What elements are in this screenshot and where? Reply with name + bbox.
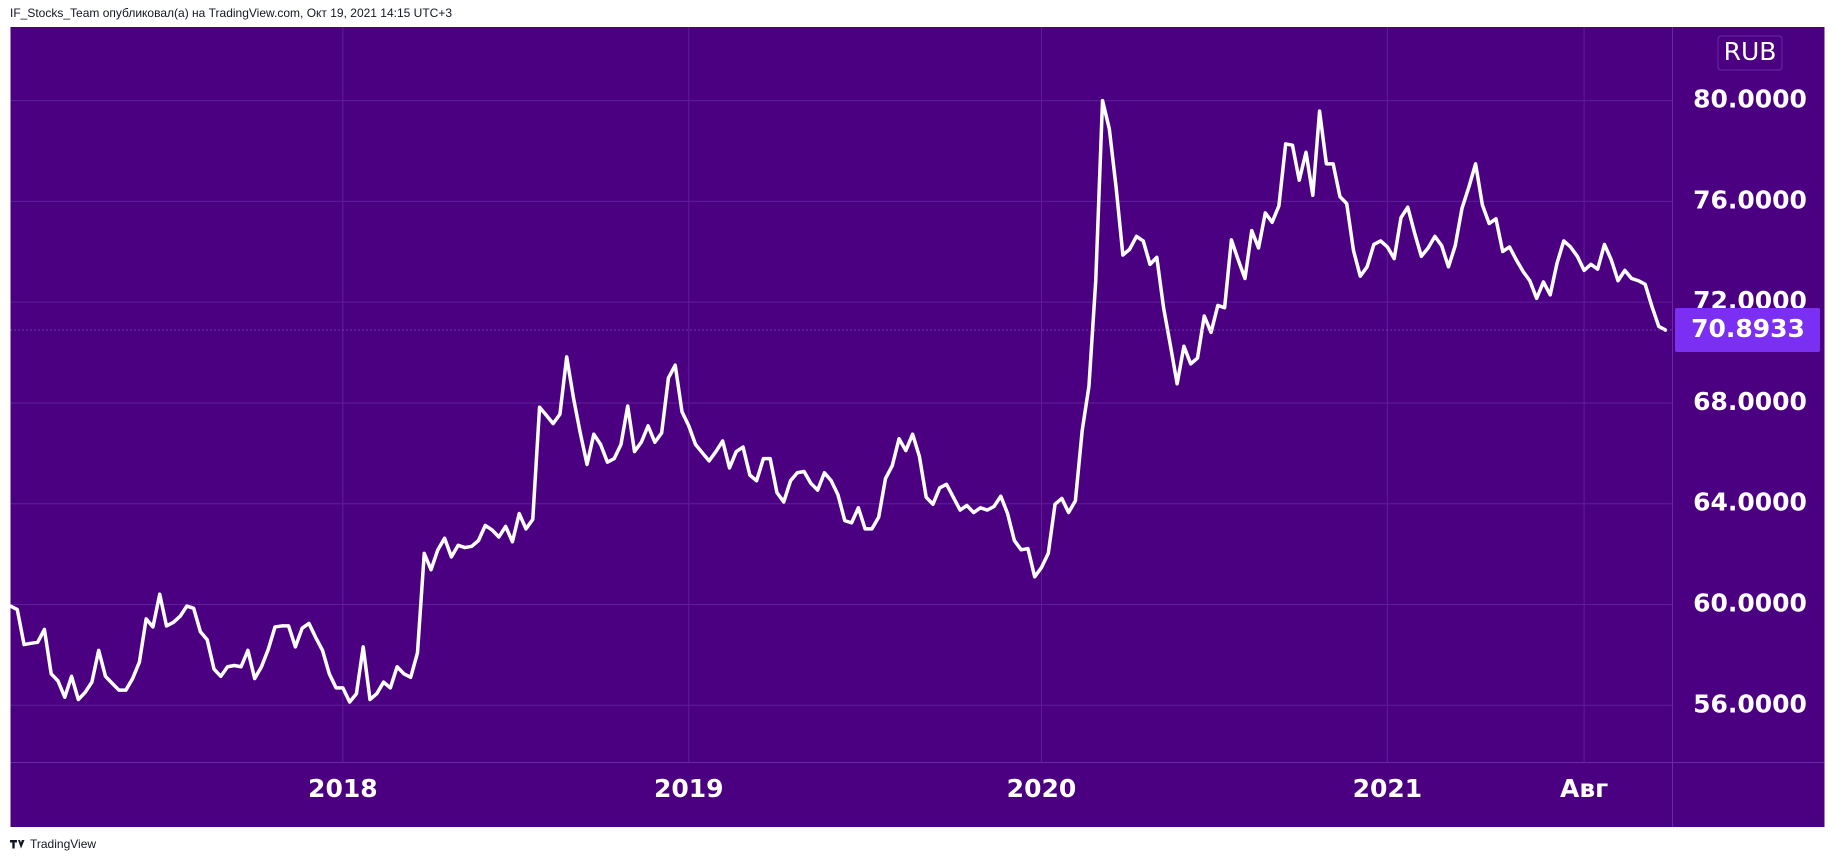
- y-tick-label: 56.0000: [1693, 689, 1807, 718]
- x-tick-label: Авг: [1560, 774, 1608, 803]
- currency-box: [1717, 35, 1783, 71]
- tradingview-logo: [9, 840, 25, 849]
- x-tick-label: 2021: [1353, 774, 1423, 803]
- y-tick-label: 64.0000: [1693, 488, 1807, 517]
- last-price-label: 70.8933: [1691, 314, 1805, 343]
- footer: TradingView: [30, 837, 96, 851]
- y-tick-label: 68.0000: [1693, 387, 1807, 416]
- currency: RUB: [1724, 37, 1777, 66]
- y-tick-label: 60.0000: [1693, 589, 1807, 618]
- x-tick-label: 2018: [308, 774, 378, 803]
- price-line: [8, 98, 1668, 704]
- y-tick-label: 76.0000: [1693, 185, 1807, 214]
- last-price-box: [1675, 308, 1820, 353]
- chart-background: [10, 27, 1825, 827]
- x-tick-label: 2019: [654, 774, 724, 803]
- y-tick-label: 80.0000: [1693, 85, 1807, 114]
- header: IF_Stocks_Team опубликовал(а) на Trading…: [10, 6, 452, 20]
- x-tick-label: 2020: [1007, 774, 1077, 803]
- grid: [10, 27, 1673, 763]
